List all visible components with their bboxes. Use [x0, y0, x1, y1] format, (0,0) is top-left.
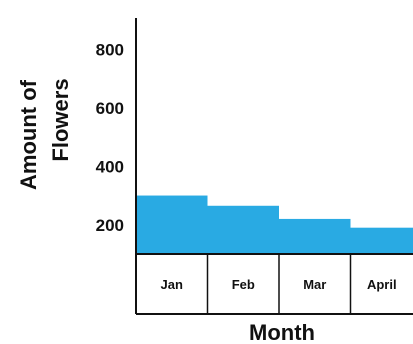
y-axis-title-line1: Amount of	[16, 79, 41, 190]
bar-jan	[136, 195, 208, 254]
y-axis-title: Amount of Flowers	[16, 78, 73, 190]
bars-group	[136, 195, 413, 254]
y-tick-label-800: 800	[96, 40, 124, 59]
y-tick-label-200: 200	[96, 216, 124, 235]
y-tick-labels: 200 400 600 800	[96, 40, 124, 234]
bar-mar	[279, 218, 351, 254]
x-tick-label-april: April	[367, 277, 397, 292]
y-tick-label-600: 600	[96, 99, 124, 118]
bar-april	[350, 227, 413, 254]
x-axis-title: Month	[249, 320, 315, 344]
category-table: Jan Feb Mar April	[136, 253, 413, 315]
bar-feb	[207, 205, 279, 254]
x-tick-label-jan: Jan	[161, 277, 183, 292]
x-tick-label-mar: Mar	[303, 277, 326, 292]
x-tick-label-feb: Feb	[232, 277, 255, 292]
y-tick-label-400: 400	[96, 157, 124, 176]
y-axis-title-line2: Flowers	[48, 78, 73, 161]
